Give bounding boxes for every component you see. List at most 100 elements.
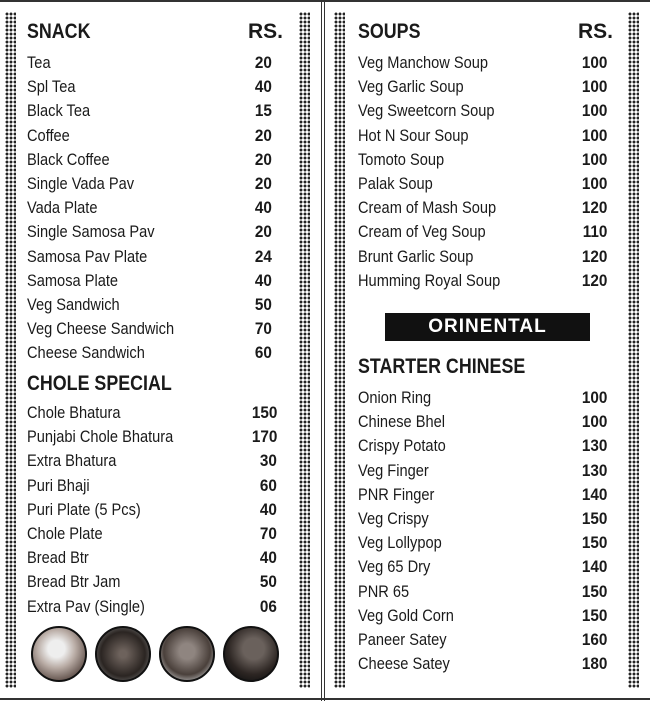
menu-item: Cheese Satey 180 — [358, 652, 607, 676]
item-price: 100 — [581, 412, 607, 432]
item-price: 100 — [581, 101, 607, 121]
item-name: Palak Soup — [358, 174, 433, 193]
oriental-banner: ORINENTAL — [385, 313, 590, 341]
item-price: 40 — [259, 499, 277, 519]
item-name: Veg Garlic Soup — [358, 77, 464, 97]
item-name: Bread Btr — [27, 548, 89, 568]
item-name: Extra Bhatura — [27, 451, 117, 471]
item-name: Extra Pav (Single) — [27, 596, 145, 616]
item-name: Puri Bhaji — [27, 475, 90, 495]
item-name: Vada Plate — [27, 198, 98, 218]
item-price: 120 — [581, 198, 607, 218]
item-name: Black Coffee — [27, 149, 110, 169]
menu-item: Cream of Veg Soup 110 — [358, 220, 607, 244]
menu-item: Humming Royal Soup 120 — [358, 269, 607, 293]
item-price: 130 — [581, 436, 607, 456]
item-price: 160 — [581, 630, 607, 649]
menu-item: Bread Btr Jam 50 — [27, 570, 277, 594]
item-name: Punjabi Chole Bhatura — [27, 427, 174, 447]
item-price: 120 — [581, 246, 607, 266]
item-name: Veg Cheese Sandwich — [27, 319, 175, 339]
item-price: 06 — [259, 596, 277, 616]
menu-item: Veg Finger 130 — [358, 459, 607, 483]
item-name: Cheese Sandwich — [27, 343, 145, 363]
dotted-border — [334, 12, 345, 688]
menu-item: Coffee 20 — [27, 124, 272, 148]
dotted-border — [5, 12, 16, 688]
item-price: 60 — [254, 343, 272, 363]
item-name: Veg Gold Corn — [358, 605, 454, 625]
menu-item: Crispy Potato 130 — [358, 434, 607, 458]
item-price: 50 — [254, 295, 272, 314]
item-price: 70 — [254, 319, 272, 339]
section-title-chole: CHOLE SPECIAL — [27, 372, 172, 395]
item-name: PNR Finger — [358, 484, 435, 504]
item-price: 20 — [254, 222, 272, 242]
item-name: Puri Plate (5 Pcs) — [27, 499, 141, 519]
item-price: 100 — [581, 53, 607, 72]
item-price: 100 — [581, 149, 607, 169]
item-name: Coffee — [27, 125, 70, 145]
item-name: Single Samosa Pav — [27, 222, 155, 242]
menu-item: Veg Cheese Sandwich 70 — [27, 317, 272, 341]
item-price: 150 — [251, 403, 277, 422]
item-name: Samosa Pav Plate — [27, 246, 148, 266]
menu-item: Veg Lollypop 150 — [358, 531, 607, 555]
item-price: 140 — [581, 484, 607, 504]
noodles-photo — [223, 626, 279, 682]
menu-item: Hot N Sour Soup 100 — [358, 124, 607, 148]
menu-item: Brunt Garlic Soup 120 — [358, 245, 607, 269]
menu-item: Black Tea 15 — [27, 99, 272, 123]
item-price: 150 — [581, 533, 607, 553]
item-price: 130 — [581, 460, 607, 480]
menu-item: Single Samosa Pav 20 — [27, 220, 272, 244]
menu-item: Veg Garlic Soup 100 — [358, 75, 607, 99]
item-name: Veg Finger — [358, 460, 429, 480]
menu-item: Palak Soup 100 — [358, 172, 607, 196]
menu-item: Chole Bhatura 150 — [27, 401, 277, 425]
item-name: Brunt Garlic Soup — [358, 246, 474, 266]
item-price: 100 — [581, 388, 607, 407]
item-name: Hot N Sour Soup — [358, 125, 469, 145]
panel-divider — [324, 0, 325, 701]
item-name: Paneer Satey — [358, 630, 447, 649]
menu-item: Onion Ring 100 — [358, 386, 607, 410]
item-name: PNR 65 — [358, 581, 410, 601]
menu-item: Veg Crispy 150 — [358, 507, 607, 531]
bowl-photo — [159, 626, 215, 682]
item-name: Humming Royal Soup — [358, 270, 501, 290]
item-price: 100 — [581, 77, 607, 97]
item-price: 20 — [254, 125, 272, 145]
section-title-starter: STARTER CHINESE — [358, 355, 526, 378]
menu-item: PNR 65 150 — [358, 580, 607, 604]
item-name: Crispy Potato — [358, 436, 446, 456]
item-price: 50 — [259, 572, 277, 592]
item-name: Bread Btr Jam — [27, 572, 121, 592]
item-price: 40 — [259, 548, 277, 568]
item-name: Cheese Satey — [358, 654, 450, 674]
section-title-soups: SOUPS — [358, 20, 421, 43]
item-price: 110 — [582, 222, 607, 242]
menu-item: Samosa Pav Plate 24 — [27, 245, 272, 269]
item-name: Veg Sweetcorn Soup — [358, 101, 495, 121]
item-price: 120 — [581, 270, 607, 290]
price-header: RS. — [578, 20, 614, 43]
item-price: 100 — [581, 174, 607, 193]
item-name: Chole Bhatura — [27, 403, 121, 422]
item-price: 150 — [581, 509, 607, 528]
item-price: 150 — [581, 605, 607, 625]
item-price: 150 — [581, 581, 607, 601]
item-price: 24 — [254, 246, 272, 266]
item-price: 40 — [254, 270, 272, 290]
item-price: 170 — [251, 427, 277, 447]
item-name: Veg Crispy — [358, 509, 429, 528]
food-photo — [95, 626, 151, 682]
menu-item: Chole Plate 70 — [27, 522, 277, 546]
tea-photo — [31, 626, 87, 682]
item-price: 140 — [581, 557, 607, 577]
menu-item: Samosa Plate 40 — [27, 269, 272, 293]
menu-item: Veg Sweetcorn Soup 100 — [358, 99, 607, 123]
item-price: 40 — [254, 198, 272, 218]
item-name: Veg Lollypop — [358, 533, 442, 553]
